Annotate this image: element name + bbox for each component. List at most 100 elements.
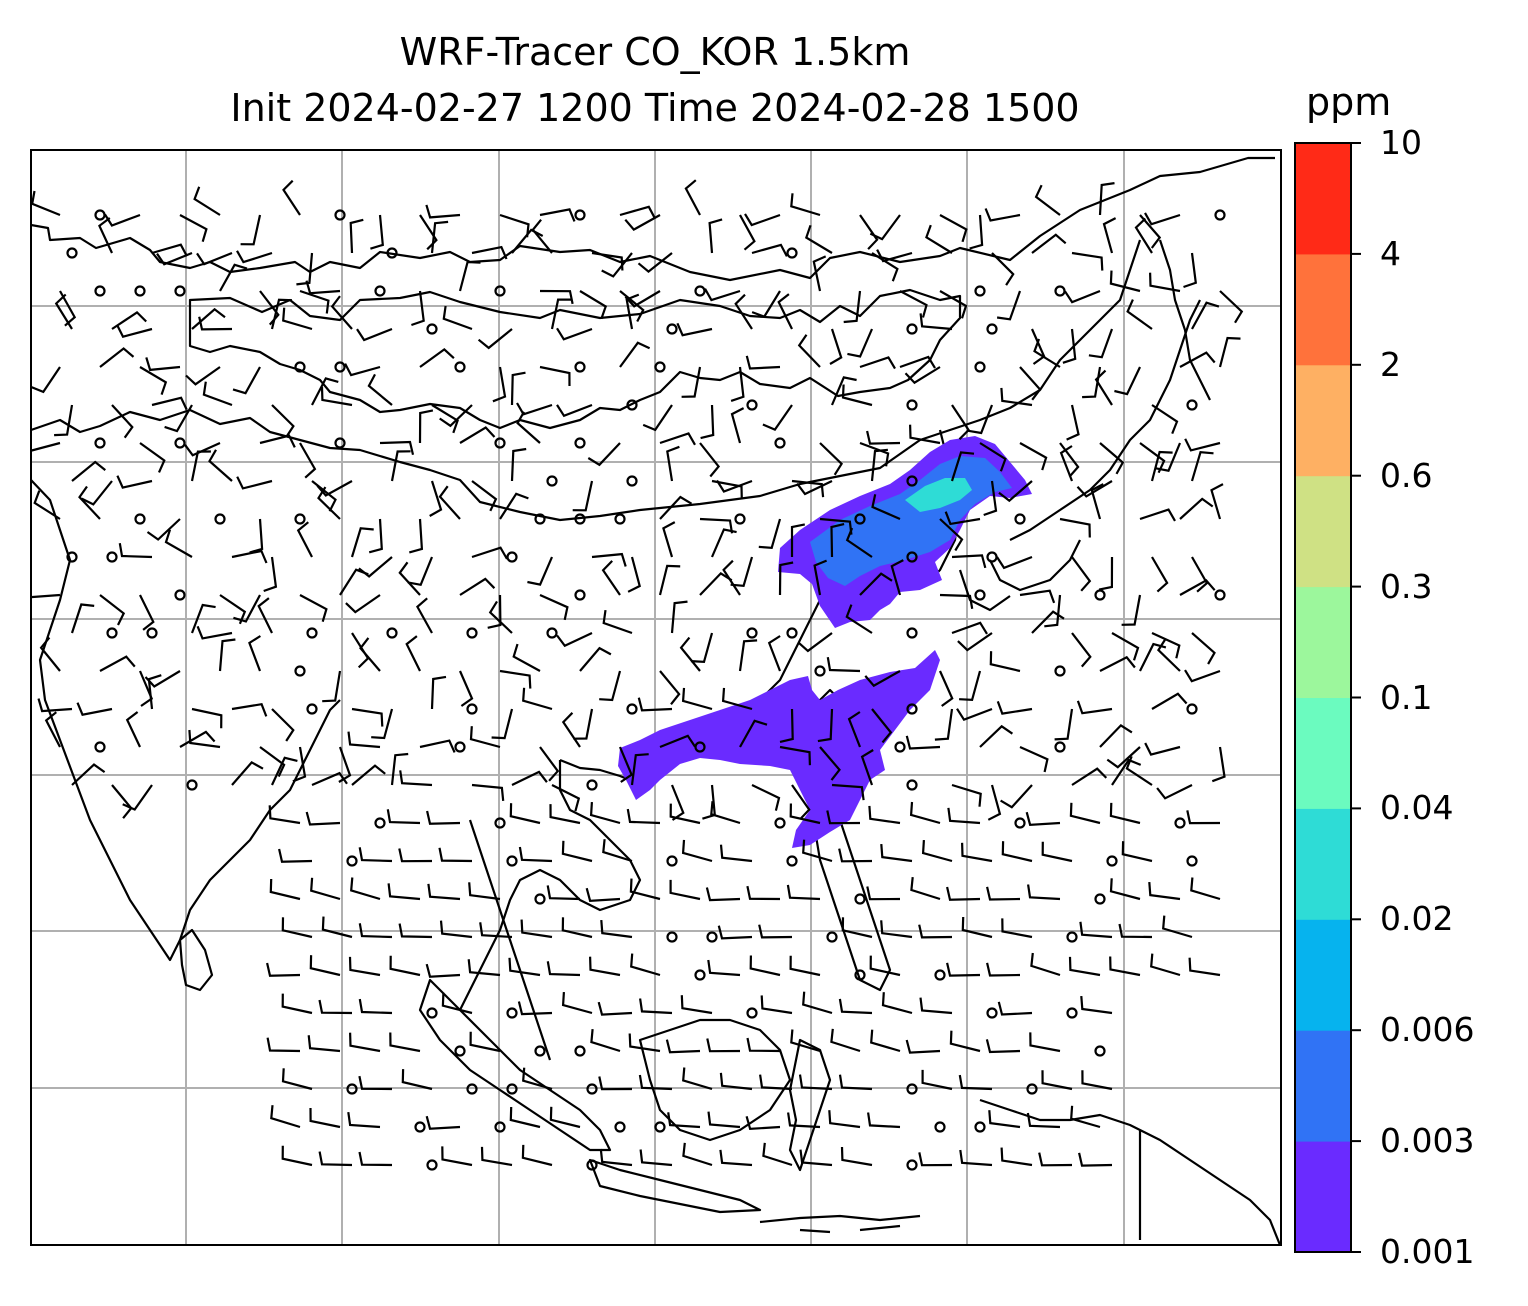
wind-barb bbox=[282, 179, 301, 216]
wind-barb bbox=[1114, 366, 1141, 396]
wind-barb bbox=[1126, 299, 1153, 330]
wind-barb bbox=[257, 597, 273, 634]
wind-barb bbox=[1019, 366, 1042, 401]
plume-south-outer bbox=[618, 650, 940, 848]
wind-barb bbox=[690, 632, 714, 664]
colorbar-tick-label: 0.001 bbox=[1380, 1232, 1475, 1271]
wind-barb bbox=[271, 756, 298, 786]
wind-barb bbox=[196, 625, 233, 640]
calm-wind-circle bbox=[1094, 1045, 1106, 1057]
coastline-india bbox=[31, 479, 341, 962]
wind-barb bbox=[905, 735, 941, 750]
calm-wind-circle bbox=[1174, 817, 1186, 829]
wind-barb bbox=[866, 886, 901, 901]
calm-wind-circle bbox=[626, 703, 638, 715]
calm-wind-circle bbox=[334, 437, 346, 449]
wind-barb bbox=[969, 214, 984, 250]
wind-barb bbox=[510, 447, 527, 482]
wind-barb bbox=[1099, 723, 1133, 748]
wind-barb bbox=[509, 1106, 541, 1129]
wind-barb bbox=[1000, 1147, 1033, 1167]
wind-barb bbox=[1186, 810, 1221, 825]
calm-wind-circle bbox=[174, 589, 186, 601]
wind-barb bbox=[639, 998, 673, 1015]
calm-wind-circle bbox=[694, 969, 706, 981]
wind-barb bbox=[156, 251, 193, 266]
wind-barb bbox=[817, 708, 834, 743]
wind-barb bbox=[427, 883, 461, 901]
wind-barb bbox=[1191, 556, 1209, 593]
colorbar-segment bbox=[1295, 697, 1351, 809]
wind-barb bbox=[684, 179, 701, 216]
wind-barb bbox=[339, 568, 369, 596]
wind-barb bbox=[779, 708, 794, 743]
calm-wind-circle bbox=[574, 1045, 586, 1057]
wind-barb bbox=[637, 697, 673, 712]
wind-barb bbox=[642, 404, 673, 432]
wind-barb bbox=[880, 920, 913, 939]
wind-barb bbox=[184, 441, 221, 457]
wind-barb bbox=[358, 998, 393, 1015]
calm-wind-circle bbox=[466, 627, 478, 639]
wind-barb bbox=[705, 887, 741, 902]
wind-barb bbox=[659, 495, 693, 520]
wind-barb bbox=[1071, 767, 1108, 786]
wind-barb bbox=[682, 1067, 713, 1091]
wind-barb bbox=[240, 214, 262, 246]
wind-barb bbox=[871, 708, 893, 744]
calm-wind-circle bbox=[534, 893, 546, 905]
wind-barb bbox=[190, 450, 211, 482]
wind-barb bbox=[789, 803, 821, 825]
wind-barb bbox=[719, 1149, 753, 1167]
calm-wind-circle bbox=[426, 1159, 438, 1171]
wind-barb bbox=[602, 609, 633, 635]
wind-barb bbox=[599, 670, 622, 702]
calm-wind-circle bbox=[854, 513, 866, 525]
wind-barb bbox=[831, 783, 865, 801]
wind-barb bbox=[572, 480, 594, 512]
calm-wind-circle bbox=[1054, 741, 1066, 753]
wind-barb bbox=[1109, 270, 1141, 293]
wind-barb bbox=[630, 953, 661, 977]
wind-barb bbox=[1179, 351, 1216, 368]
wind-barb bbox=[619, 290, 645, 323]
wind-barb bbox=[1111, 758, 1142, 786]
wind-barb bbox=[518, 846, 553, 863]
wind-barb bbox=[111, 784, 133, 819]
wind-barb bbox=[1098, 182, 1115, 216]
wind-barb bbox=[669, 879, 701, 901]
wind-barb bbox=[951, 621, 988, 635]
wind-barb bbox=[441, 1146, 473, 1167]
calm-wind-circle bbox=[66, 247, 78, 259]
calm-wind-circle bbox=[574, 589, 586, 601]
coastline-sulawesi bbox=[788, 1038, 832, 1172]
wind-barb bbox=[996, 701, 1033, 715]
wind-barb bbox=[1019, 442, 1048, 471]
colorbar-segment bbox=[1295, 143, 1351, 255]
wind-barb bbox=[597, 1001, 633, 1016]
wind-barb bbox=[305, 811, 341, 826]
wind-barb bbox=[531, 219, 553, 254]
wind-barb bbox=[104, 213, 141, 227]
wind-barb bbox=[425, 204, 461, 219]
wind-barb bbox=[579, 646, 612, 672]
calm-wind-circle bbox=[986, 551, 998, 563]
wind-barb bbox=[539, 365, 571, 387]
calm-wind-circle bbox=[826, 931, 838, 943]
wind-barb bbox=[921, 840, 953, 863]
wind-barb bbox=[389, 955, 421, 977]
wind-barb bbox=[779, 745, 811, 766]
wind-barb bbox=[338, 746, 352, 783]
wind-barb bbox=[442, 305, 473, 331]
wind-barb bbox=[997, 1001, 1033, 1016]
wind-barb bbox=[819, 442, 844, 476]
wind-barb bbox=[847, 328, 874, 358]
wind-barb bbox=[1026, 1112, 1061, 1129]
calm-wind-circle bbox=[94, 741, 106, 753]
wind-barb bbox=[1094, 369, 1113, 406]
wind-barb bbox=[1151, 556, 1169, 593]
wind-barb bbox=[347, 731, 381, 749]
calm-wind-circle bbox=[734, 513, 746, 525]
colorbar-tick-label: 0.02 bbox=[1380, 899, 1454, 939]
wind-barb bbox=[790, 523, 806, 557]
